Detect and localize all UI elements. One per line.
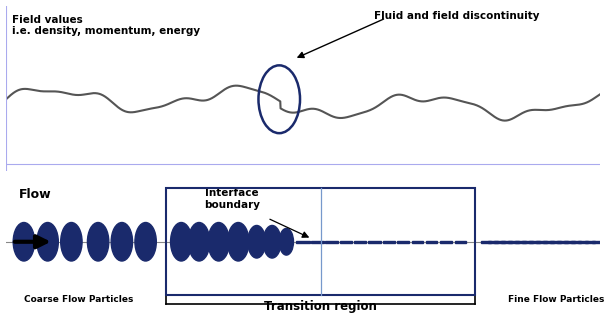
Bar	[455, 241, 466, 243]
Ellipse shape	[111, 223, 133, 261]
Bar	[494, 241, 505, 243]
Bar	[398, 241, 409, 243]
Bar	[515, 241, 526, 243]
Bar	[591, 241, 602, 243]
Ellipse shape	[170, 223, 192, 261]
Bar	[508, 241, 519, 243]
Bar	[383, 241, 395, 243]
Bar	[167, 188, 475, 295]
Ellipse shape	[135, 223, 156, 261]
Ellipse shape	[228, 223, 249, 261]
Bar	[311, 241, 324, 243]
Bar	[501, 241, 512, 243]
Bar	[564, 241, 574, 243]
Bar	[557, 241, 568, 243]
Bar	[585, 241, 595, 243]
Bar	[339, 241, 352, 243]
Bar	[441, 241, 451, 243]
Ellipse shape	[61, 223, 82, 261]
Ellipse shape	[87, 223, 109, 261]
Bar	[578, 241, 588, 243]
Ellipse shape	[37, 223, 58, 261]
Text: Flow: Flow	[19, 188, 52, 201]
Bar	[536, 241, 547, 243]
Ellipse shape	[208, 223, 229, 261]
Ellipse shape	[13, 223, 35, 261]
Bar	[368, 241, 381, 243]
Bar	[411, 241, 423, 243]
Text: Fluid and field discontinuity: Fluid and field discontinuity	[375, 11, 540, 21]
Ellipse shape	[263, 225, 281, 258]
Text: Fine Flow Particles: Fine Flow Particles	[508, 295, 604, 304]
Bar	[354, 241, 367, 243]
Bar	[296, 241, 310, 243]
Bar	[325, 241, 338, 243]
Bar	[529, 241, 540, 243]
Text: Interface
boundary: Interface boundary	[204, 188, 260, 210]
Bar	[481, 241, 491, 243]
Ellipse shape	[188, 223, 210, 261]
Text: Coarse Flow Particles: Coarse Flow Particles	[24, 295, 133, 304]
Ellipse shape	[279, 228, 293, 255]
Bar	[487, 241, 498, 243]
Text: Transition region: Transition region	[264, 300, 378, 313]
Bar	[543, 241, 554, 243]
Bar	[522, 241, 533, 243]
Text: Field values
i.e. density, momentum, energy: Field values i.e. density, momentum, ene…	[12, 15, 200, 36]
Ellipse shape	[248, 225, 265, 258]
Bar	[571, 241, 582, 243]
Bar	[550, 241, 561, 243]
Bar	[426, 241, 438, 243]
